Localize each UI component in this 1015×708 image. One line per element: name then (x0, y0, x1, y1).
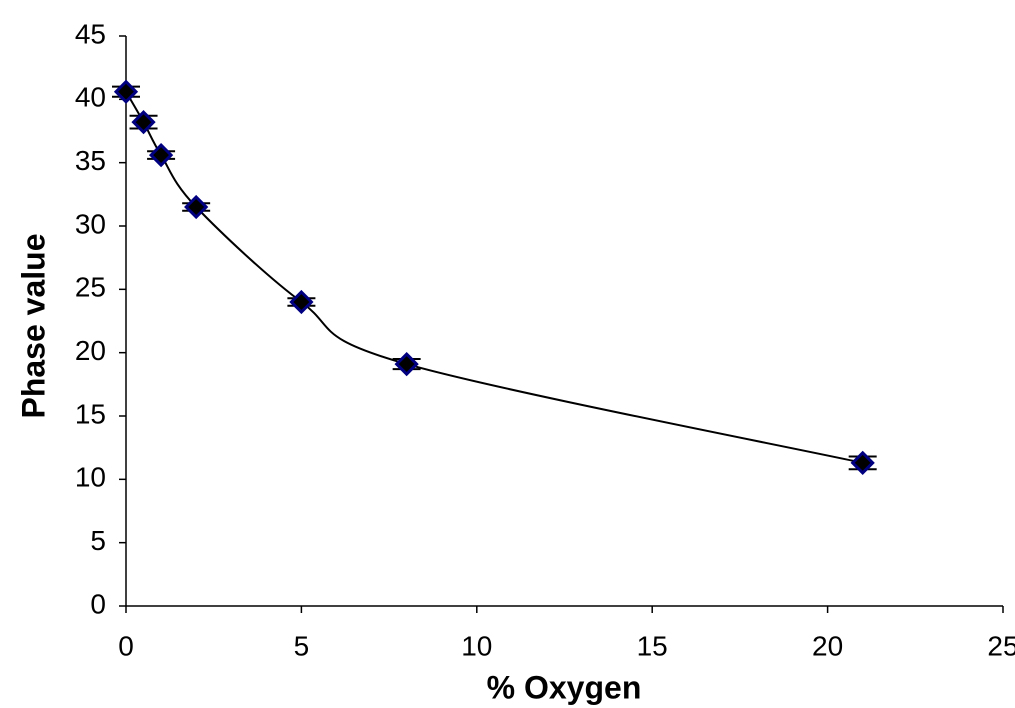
marker (113, 79, 139, 104)
y-tick-label: 5 (90, 525, 106, 556)
y-tick-label: 20 (75, 335, 106, 366)
trend-line (125, 91, 863, 464)
y-tick-label: 40 (75, 82, 106, 113)
y-tick-label: 25 (75, 272, 106, 303)
x-tick-label: 15 (637, 630, 668, 661)
x-tick-label: 25 (987, 630, 1015, 661)
x-tick-label: 5 (294, 630, 310, 661)
y-tick-label: 0 (90, 588, 106, 619)
y-tick-label: 15 (75, 398, 106, 429)
x-tick-label: 0 (118, 630, 134, 661)
marker (184, 194, 209, 220)
y-tick-label: 35 (75, 145, 106, 176)
marker (289, 289, 314, 315)
marker (394, 351, 419, 377)
x-tick-label: 10 (461, 630, 492, 661)
x-axis-title: % Oxygen (487, 669, 642, 705)
marker (131, 110, 156, 135)
marker (850, 450, 875, 475)
y-tick-label: 10 (75, 462, 106, 493)
y-tick-label: 45 (75, 18, 106, 49)
y-axis-title: Phase value (15, 234, 51, 419)
x-tick-label: 20 (812, 630, 843, 661)
marker (148, 142, 174, 168)
y-tick-label: 30 (75, 208, 106, 239)
